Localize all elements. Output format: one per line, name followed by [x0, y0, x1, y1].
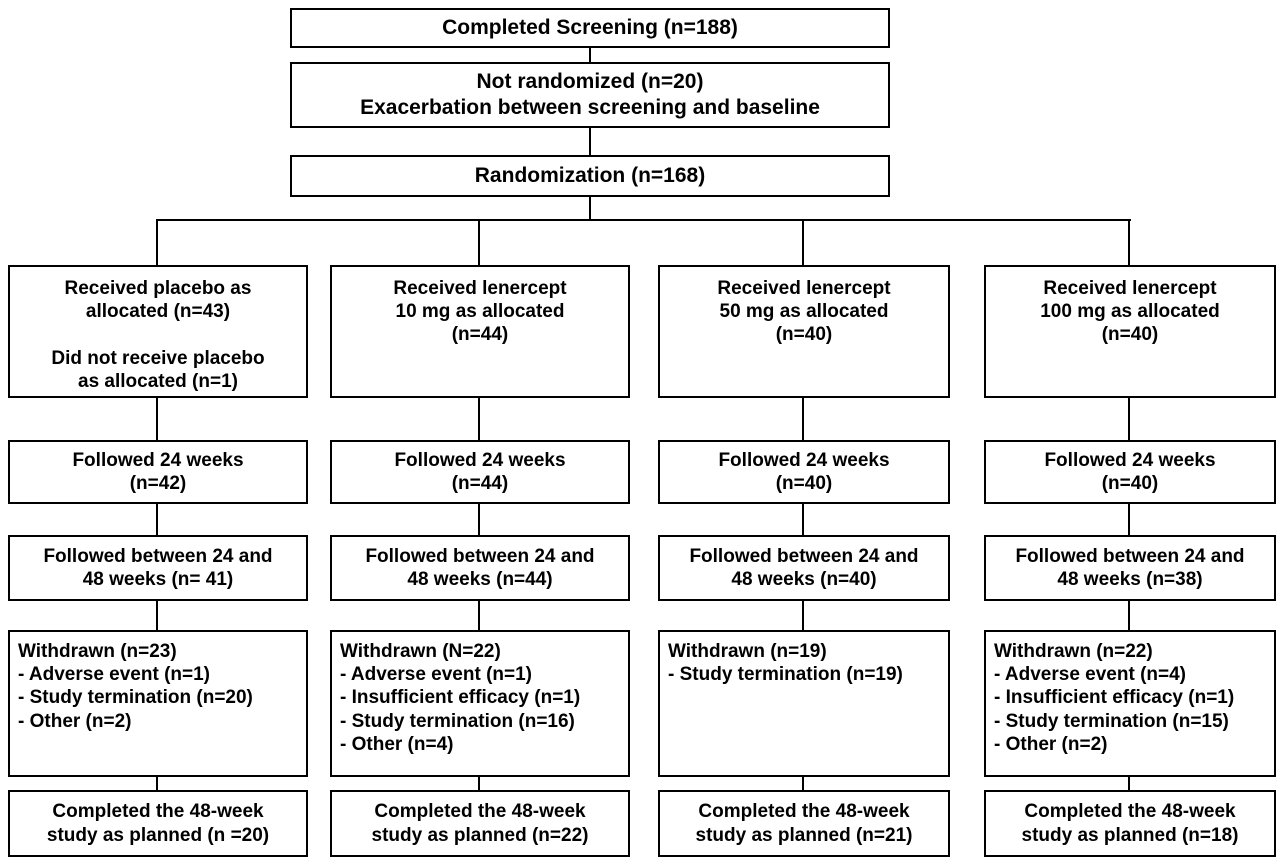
placebo-withdrawn-text: Withdrawn (n=23) - Adverse event (n=1) -… — [18, 641, 253, 732]
lenercept-10mg-withdrawn-text: Withdrawn (N=22) - Adverse event (n=1) -… — [340, 641, 581, 755]
connector-placebo-f48-withdrawn — [156, 601, 158, 630]
connector-screening-to-notrandomized — [589, 46, 591, 62]
connector-randomization-to-branch — [589, 197, 591, 221]
connector-100mg-f48-withdrawn — [1128, 601, 1130, 630]
box-randomization: Randomization (n=168) — [290, 155, 890, 197]
lenercept-100mg-followed-24-48-weeks-text: Followed between 24 and 48 weeks (n=38) — [1015, 545, 1245, 590]
lenercept-100mg-allocation-text: Received lenercept 100 mg as allocated (… — [1040, 278, 1220, 346]
lenercept-50mg-completed-study-text: Completed the 48-week study as planned (… — [695, 801, 913, 846]
branch-drop-lenercept-10mg — [478, 219, 480, 265]
connector-50mg-f48-withdrawn — [802, 601, 804, 630]
connector-10mg-f24-f48 — [478, 504, 480, 535]
box-lenercept-50mg-withdrawn: Withdrawn (n=19) - Study termination (n=… — [658, 630, 950, 777]
box-lenercept-100mg-completed-study: Completed the 48-week study as planned (… — [984, 790, 1276, 857]
box-lenercept-10mg-followed-24-48-weeks: Followed between 24 and 48 weeks (n=44) — [330, 535, 630, 601]
box-lenercept-100mg-withdrawn: Withdrawn (n=22) - Adverse event (n=4) -… — [984, 630, 1276, 777]
completed-screening-text: Completed Screening (n=188) — [442, 16, 738, 40]
connector-50mg-withdrawn-completed — [802, 777, 804, 790]
connector-50mg-f24-f48 — [802, 504, 804, 535]
box-lenercept-100mg-allocation: Received lenercept 100 mg as allocated (… — [984, 265, 1276, 398]
lenercept-100mg-withdrawn-text: Withdrawn (n=22) - Adverse event (n=4) -… — [994, 641, 1235, 755]
connector-100mg-f24-f48 — [1128, 504, 1130, 535]
box-lenercept-50mg-completed-study: Completed the 48-week study as planned (… — [658, 790, 950, 857]
lenercept-10mg-allocation-text: Received lenercept 10 mg as allocated (n… — [393, 278, 567, 346]
box-placebo-completed-study: Completed the 48-week study as planned (… — [8, 790, 308, 857]
box-lenercept-100mg-followed-24-weeks: Followed 24 weeks (n=40) — [984, 440, 1276, 504]
randomization-text: Randomization (n=168) — [474, 164, 706, 188]
connector-notrandomized-to-randomization — [589, 128, 591, 155]
branch-line — [157, 219, 1131, 221]
placebo-followed-24-weeks-text: Followed 24 weeks (n=42) — [72, 449, 244, 494]
connector-10mg-f48-withdrawn — [478, 601, 480, 630]
connector-placebo-alloc-f24 — [156, 398, 158, 440]
box-completed-screening: Completed Screening (n=188) — [290, 8, 890, 48]
branch-drop-lenercept-100mg — [1128, 219, 1130, 265]
lenercept-50mg-withdrawn-text: Withdrawn (n=19) - Study termination (n=… — [668, 641, 903, 686]
box-not-randomized: Not randomized (n=20) Exacerbation betwe… — [290, 62, 890, 128]
box-lenercept-100mg-followed-24-48-weeks: Followed between 24 and 48 weeks (n=38) — [984, 535, 1276, 601]
connector-10mg-alloc-f24 — [478, 398, 480, 440]
placebo-completed-study-text: Completed the 48-week study as planned (… — [46, 801, 270, 846]
branch-drop-lenercept-50mg — [802, 219, 804, 265]
connector-placebo-f24-f48 — [156, 504, 158, 535]
not-randomized-text: Not randomized (n=20) Exacerbation betwe… — [360, 70, 820, 119]
box-lenercept-10mg-followed-24-weeks: Followed 24 weeks (n=44) — [330, 440, 630, 504]
lenercept-100mg-followed-24-weeks-text: Followed 24 weeks (n=40) — [1044, 449, 1216, 494]
box-lenercept-50mg-followed-24-48-weeks: Followed between 24 and 48 weeks (n=40) — [658, 535, 950, 601]
box-lenercept-50mg-allocation: Received lenercept 50 mg as allocated (n… — [658, 265, 950, 398]
placebo-allocation-text: Received placebo as allocated (n=43) Did… — [51, 278, 265, 392]
connector-50mg-alloc-f24 — [802, 398, 804, 440]
box-lenercept-10mg-withdrawn: Withdrawn (N=22) - Adverse event (n=1) -… — [330, 630, 630, 777]
box-placebo-followed-24-weeks: Followed 24 weeks (n=42) — [8, 440, 308, 504]
box-lenercept-50mg-followed-24-weeks: Followed 24 weeks (n=40) — [658, 440, 950, 504]
connector-10mg-withdrawn-completed — [478, 777, 480, 790]
lenercept-50mg-allocation-text: Received lenercept 50 mg as allocated (n… — [717, 278, 891, 346]
connector-100mg-withdrawn-completed — [1128, 777, 1130, 790]
box-lenercept-10mg-completed-study: Completed the 48-week study as planned (… — [330, 790, 630, 857]
lenercept-50mg-followed-24-48-weeks-text: Followed between 24 and 48 weeks (n=40) — [689, 545, 919, 590]
lenercept-100mg-completed-study-text: Completed the 48-week study as planned (… — [1021, 801, 1239, 846]
lenercept-10mg-followed-24-weeks-text: Followed 24 weeks (n=44) — [394, 449, 566, 494]
lenercept-10mg-followed-24-48-weeks-text: Followed between 24 and 48 weeks (n=44) — [365, 545, 595, 590]
connector-placebo-withdrawn-completed — [156, 777, 158, 790]
box-placebo-withdrawn: Withdrawn (n=23) - Adverse event (n=1) -… — [8, 630, 308, 777]
branch-drop-placebo — [156, 219, 158, 265]
box-placebo-allocation: Received placebo as allocated (n=43) Did… — [8, 265, 308, 398]
connector-100mg-alloc-f24 — [1128, 398, 1130, 440]
box-placebo-followed-24-48-weeks: Followed between 24 and 48 weeks (n= 41) — [8, 535, 308, 601]
lenercept-10mg-completed-study-text: Completed the 48-week study as planned (… — [371, 801, 589, 846]
box-lenercept-10mg-allocation: Received lenercept 10 mg as allocated (n… — [330, 265, 630, 398]
placebo-followed-24-48-weeks-text: Followed between 24 and 48 weeks (n= 41) — [43, 545, 273, 590]
lenercept-50mg-followed-24-weeks-text: Followed 24 weeks (n=40) — [718, 449, 890, 494]
